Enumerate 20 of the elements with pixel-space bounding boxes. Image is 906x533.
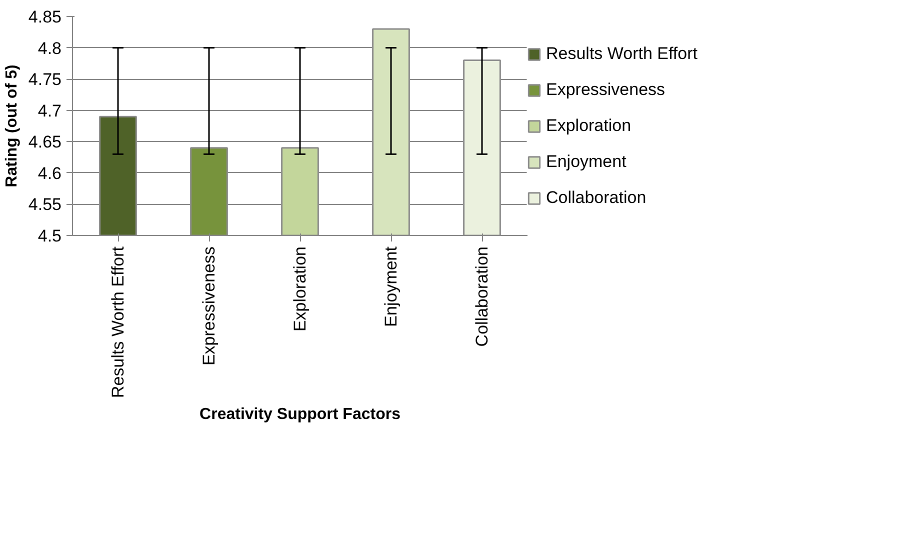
y-tick-label: 4.75 [28,70,62,90]
x-tick-label: Enjoyment [382,246,400,327]
y-axis-title: Rating (out of 5) [3,64,20,188]
x-tick-label: Collaboration [472,246,492,347]
y-tick-label: 4.7 [38,101,62,120]
y-tick-label: 4.85 [28,8,62,26]
legend-label: Enjoyment [546,152,626,172]
legend-label: Collaboration [546,188,646,208]
legend-label: Results Worth Effort [546,44,698,64]
x-tick-label: Expressiveness [200,246,218,366]
y-tick-label: 4.8 [38,38,62,58]
x-axis-title: Creativity Support Factors [200,406,401,423]
legend-label: Expressiveness [546,80,666,100]
y-tick-label: 4.65 [28,132,62,152]
x-tick-label: Exploration [290,246,310,332]
legend-label: Exploration [546,116,632,136]
y-tick-label: 4.6 [38,164,62,183]
x-tick-label: Results Worth Effort [108,246,128,398]
y-tick-label: 4.55 [28,195,62,214]
y-tick-label: 4.5 [38,226,62,246]
